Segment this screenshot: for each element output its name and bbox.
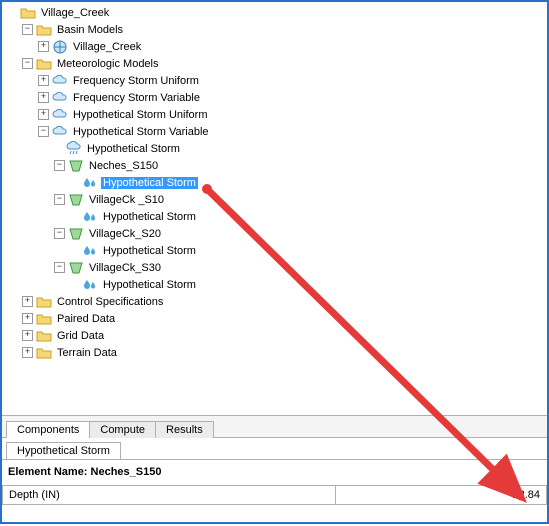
tab-compute[interactable]: Compute [89,421,156,438]
v10-node[interactable]: − VillageCk _S10 [6,191,547,208]
folder-icon [36,345,52,361]
collapse-icon[interactable]: − [38,126,49,137]
expand-icon[interactable]: + [22,296,33,307]
v10-child-node[interactable]: Hypothetical Storm [6,208,547,225]
basin-child-node[interactable]: + Village_Creek [6,38,547,55]
folder-icon [36,56,52,72]
tree-panel: Village_Creek − Basin Models + Village_C… [2,2,547,415]
v20-child-node[interactable]: Hypothetical Storm [6,242,547,259]
v30-node[interactable]: − VillageCk_S30 [6,259,547,276]
subbasin-icon [68,158,84,174]
properties-table: Depth (IN) 22.84 [2,485,547,505]
basin-models-node[interactable]: − Basin Models [6,21,547,38]
collapse-icon[interactable]: − [54,262,65,273]
expand-icon[interactable]: + [38,109,49,120]
hypo-variable-node[interactable]: − Hypothetical Storm Variable [6,123,547,140]
expand-icon[interactable]: + [22,330,33,341]
drops-icon [82,175,98,191]
folder-icon [36,311,52,327]
drops-icon [82,209,98,225]
selected-label: Hypothetical Storm [101,177,198,189]
collapse-icon[interactable]: − [22,24,33,35]
folder-icon [36,294,52,310]
collapse-icon[interactable]: − [54,228,65,239]
tab-results[interactable]: Results [155,421,214,438]
subbasin-icon [68,260,84,276]
hypo-storm-node[interactable]: Hypothetical Storm [6,140,547,157]
depth-value[interactable]: 22.84 [335,486,546,505]
expand-icon[interactable]: + [22,347,33,358]
collapse-icon[interactable]: − [54,160,65,171]
expand-icon[interactable]: + [38,41,49,52]
collapse-icon[interactable]: − [54,194,65,205]
globe-icon [52,39,68,55]
rain-icon [66,141,82,157]
folder-open-icon [20,5,36,21]
expand-icon[interactable]: + [38,92,49,103]
main-tabs: Components Compute Results [2,415,547,437]
cloud-icon [52,124,68,140]
drops-icon [82,243,98,259]
folder-icon [36,328,52,344]
hypo-uniform-node[interactable]: + Hypothetical Storm Uniform [6,106,547,123]
subbasin-icon [68,226,84,242]
control-node[interactable]: + Control Specifications [6,293,547,310]
paired-node[interactable]: + Paired Data [6,310,547,327]
freq-variable-node[interactable]: + Frequency Storm Variable [6,89,547,106]
tab-components[interactable]: Components [6,421,90,438]
expand-icon[interactable]: + [38,75,49,86]
element-name-label: Element Name: Neches_S150 [2,459,547,482]
root-node[interactable]: Village_Creek [6,4,547,21]
cloud-icon [52,90,68,106]
detail-subtab[interactable]: Hypothetical Storm [6,442,121,459]
depth-label: Depth (IN) [3,486,336,505]
root-label: Village_Creek [39,7,111,19]
neches-node[interactable]: − Neches_S150 [6,157,547,174]
freq-uniform-node[interactable]: + Frequency Storm Uniform [6,72,547,89]
v20-node[interactable]: − VillageCk_S20 [6,225,547,242]
neches-child-node[interactable]: Hypothetical Storm [6,174,547,191]
v30-child-node[interactable]: Hypothetical Storm [6,276,547,293]
drops-icon [82,277,98,293]
subbasin-icon [68,192,84,208]
cloud-icon [52,73,68,89]
terrain-node[interactable]: + Terrain Data [6,344,547,361]
expand-icon[interactable]: + [22,313,33,324]
met-models-node[interactable]: − Meteorologic Models [6,55,547,72]
detail-panel: Hypothetical Storm Element Name: Neches_… [2,437,547,505]
collapse-icon[interactable]: − [22,58,33,69]
cloud-icon [52,107,68,123]
grid-node[interactable]: + Grid Data [6,327,547,344]
folder-icon [36,22,52,38]
